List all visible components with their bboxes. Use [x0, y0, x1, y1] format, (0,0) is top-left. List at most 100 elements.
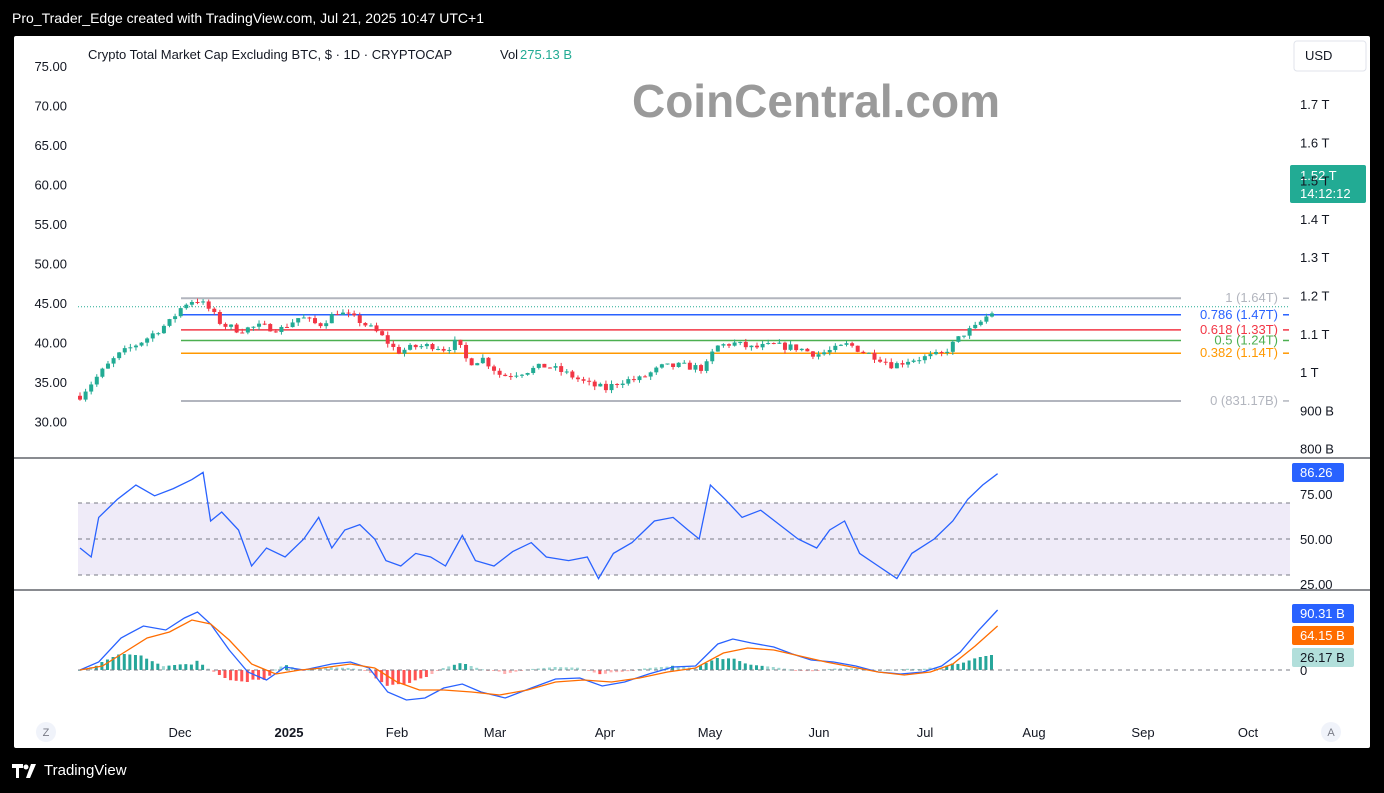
candle-body: [514, 375, 519, 377]
candle-body: [984, 316, 989, 322]
right-axis-tick: 1.7 T: [1300, 97, 1329, 112]
macd-pane[interactable]: 90.31 B 64.15 B 26.17 B: [78, 604, 1354, 701]
left-axis-tick: 70.00: [34, 99, 67, 114]
right-axis-tick: 1.2 T: [1300, 289, 1329, 304]
macd-histogram-bar: [178, 664, 182, 670]
macd-histogram-bar: [340, 667, 344, 670]
macd-histogram-bar: [542, 667, 546, 670]
rsi-line: [79, 471, 998, 580]
rsi-band: [78, 503, 1290, 575]
candle-body: [408, 344, 413, 350]
candle-body: [94, 376, 99, 385]
macd-histogram-bar: [592, 670, 596, 673]
candle-body: [710, 351, 715, 362]
candle-body: [659, 364, 664, 368]
candle-body: [699, 365, 704, 371]
candle-body: [380, 331, 385, 336]
macd-histogram-bar: [201, 664, 205, 670]
candle-body: [782, 342, 787, 350]
candle-body: [346, 312, 351, 314]
macd-histogram-bar: [743, 663, 747, 670]
macd-histogram-bar: [380, 670, 384, 683]
candle-body: [794, 344, 799, 351]
candle-body: [626, 379, 631, 384]
candle-body: [419, 346, 424, 348]
candle-body: [665, 363, 670, 365]
tradingview-logo[interactable]: TradingView: [12, 762, 127, 779]
price-pane[interactable]: 1 (1.64T) 0.786 (1.47T)0.618 (1.33T)0.5 (…: [78, 165, 1366, 408]
candle-body: [883, 361, 888, 363]
rsi-pane[interactable]: 86.26: [78, 463, 1344, 580]
candle-body: [788, 344, 793, 350]
candle-body: [631, 379, 636, 381]
macd-histogram-bar: [950, 663, 954, 670]
candle-body: [312, 318, 317, 324]
chart-frame[interactable]: [14, 36, 1370, 748]
candle-body: [469, 358, 474, 366]
candle-body: [206, 301, 211, 309]
macd-histogram-bar: [934, 667, 938, 670]
candle-body: [363, 322, 368, 326]
x-axis-tick: Sep: [1131, 725, 1154, 740]
candle-body: [301, 317, 306, 319]
macd-histogram-bar: [195, 660, 199, 670]
candle-body: [598, 383, 603, 387]
candle-body: [889, 362, 894, 369]
candle-body: [122, 348, 127, 353]
candle-body: [934, 352, 939, 355]
left-axis-tick: 55.00: [34, 217, 67, 232]
candle-body: [547, 367, 552, 369]
currency-button[interactable]: [1293, 40, 1367, 72]
candle-body: [799, 348, 804, 351]
macd-histogram-bar: [257, 670, 261, 680]
macd-histogram-bar: [324, 667, 328, 670]
macd-histogram-bar: [704, 663, 708, 670]
macd-histogram-bar: [111, 657, 115, 670]
candle-body: [100, 368, 105, 377]
macd-axis-tick: 0: [1300, 663, 1307, 678]
candle-body: [480, 357, 485, 364]
macd-histogram-bar: [329, 667, 333, 670]
candle-body: [671, 363, 676, 367]
candle-body: [564, 371, 569, 373]
macd-value-badge: [1292, 626, 1354, 645]
candle-body: [536, 363, 541, 368]
macd-histogram-bar: [262, 670, 266, 680]
z-button-label: Z: [43, 727, 50, 739]
countdown-label: 14:12:12: [1300, 186, 1351, 201]
candle-body: [945, 351, 950, 353]
candle-body: [117, 352, 122, 359]
candle-body: [178, 308, 183, 317]
macd-histogram-bar: [117, 654, 121, 670]
candle-body: [732, 342, 737, 346]
macd-histogram-bar: [973, 658, 977, 670]
macd-histogram-bar: [469, 666, 473, 670]
candle-body: [531, 367, 536, 374]
macd-histogram-bar: [497, 670, 501, 672]
macd-histogram-bar: [816, 670, 820, 671]
a-button[interactable]: [1321, 722, 1341, 742]
rsi-axis-tick: 50.00: [1300, 532, 1333, 547]
candle-body: [687, 362, 692, 370]
z-button[interactable]: [36, 722, 56, 742]
candle-body: [855, 345, 860, 352]
candle-body: [878, 359, 883, 362]
macd-histogram-bar: [754, 665, 758, 670]
candle-body: [402, 349, 407, 354]
macd-histogram-bar: [167, 665, 171, 670]
candle-body: [615, 384, 620, 386]
left-axis-tick: 35.00: [34, 375, 67, 390]
macd-value-label: 90.31 B: [1300, 606, 1345, 621]
candle-body: [810, 351, 815, 357]
macd-histogram-bar: [514, 670, 518, 672]
candle-body: [340, 312, 345, 315]
attribution-bar: Pro_Trader_Edge created with TradingView…: [0, 0, 1384, 36]
candle-body: [167, 319, 172, 326]
candle-body: [727, 344, 732, 346]
fib-level-label: 0 (831.17B): [1210, 393, 1278, 408]
macd-histogram-bar: [391, 670, 395, 685]
legend-vol-label: Vol: [500, 47, 518, 62]
macd-histogram-bar: [150, 661, 154, 670]
candle-body: [368, 325, 373, 327]
